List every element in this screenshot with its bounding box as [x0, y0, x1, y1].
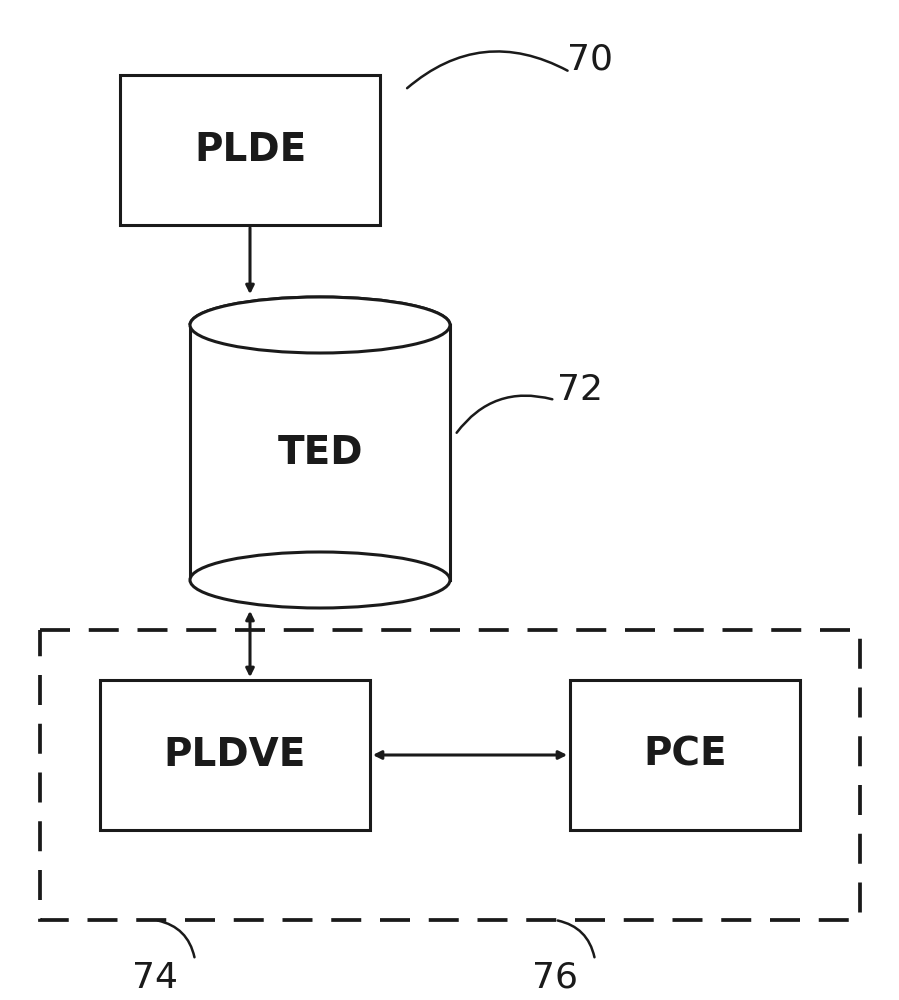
Text: PLDE: PLDE: [194, 131, 307, 169]
Ellipse shape: [190, 552, 450, 608]
Ellipse shape: [190, 297, 450, 353]
Text: 74: 74: [132, 961, 178, 995]
Text: PLDVE: PLDVE: [164, 736, 307, 774]
Bar: [40, 630, 860, 920]
Text: 72: 72: [557, 373, 603, 407]
Ellipse shape: [190, 297, 450, 353]
Text: PCE: PCE: [643, 736, 726, 774]
Bar: [120, 75, 380, 225]
Text: 76: 76: [532, 961, 578, 995]
Bar: [570, 680, 800, 830]
Text: 70: 70: [567, 43, 613, 77]
Text: TED: TED: [277, 434, 363, 472]
Bar: [190, 325, 450, 580]
Bar: [100, 680, 370, 830]
